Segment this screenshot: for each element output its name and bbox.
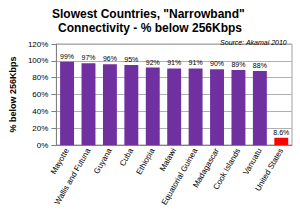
svg-text:100%: 100% — [28, 56, 48, 65]
svg-text:97%: 97% — [81, 54, 95, 61]
svg-text:Connectivity - % below 256Kbps: Connectivity - % below 256Kbps — [58, 21, 242, 35]
svg-text:Wallis and Futuna: Wallis and Futuna — [53, 146, 93, 206]
svg-text:8.6%: 8.6% — [273, 129, 289, 136]
svg-text:92%: 92% — [146, 59, 160, 66]
svg-text:Cuba: Cuba — [118, 146, 136, 168]
svg-text:Madagascar: Madagascar — [191, 146, 221, 190]
svg-text:90%: 90% — [210, 60, 224, 67]
svg-text:80%: 80% — [32, 73, 48, 82]
svg-text:Vanuatu: Vanuatu — [241, 147, 263, 177]
svg-text:60%: 60% — [32, 90, 48, 99]
svg-text:99%: 99% — [60, 53, 74, 60]
svg-text:Equatorial Guinea: Equatorial Guinea — [160, 146, 200, 206]
svg-text:Source: Akamai 2010: Source: Akamai 2010 — [220, 39, 287, 46]
svg-text:120%: 120% — [28, 40, 48, 49]
svg-text:40%: 40% — [32, 107, 48, 116]
svg-text:96%: 96% — [103, 55, 117, 62]
svg-text:91%: 91% — [167, 59, 181, 66]
svg-text:Malawi: Malawi — [158, 147, 178, 173]
svg-text:Mayotte: Mayotte — [49, 146, 71, 176]
svg-text:Ethiopia: Ethiopia — [134, 146, 157, 176]
svg-text:88%: 88% — [253, 62, 267, 69]
svg-text:95%: 95% — [124, 56, 138, 63]
svg-text:0%: 0% — [37, 141, 49, 150]
svg-text:89%: 89% — [231, 61, 245, 68]
svg-text:United States: United States — [253, 147, 285, 193]
svg-text:Guyana: Guyana — [92, 146, 114, 175]
svg-text:91%: 91% — [189, 59, 203, 66]
svg-text:Cook Islands: Cook Islands — [211, 147, 242, 191]
svg-text:% below 256Kbps: % below 256Kbps — [8, 56, 18, 132]
svg-text:20%: 20% — [32, 124, 48, 133]
svg-text:Slowest Countries, "Narrowband: Slowest Countries, "Narrowband" — [52, 7, 248, 21]
